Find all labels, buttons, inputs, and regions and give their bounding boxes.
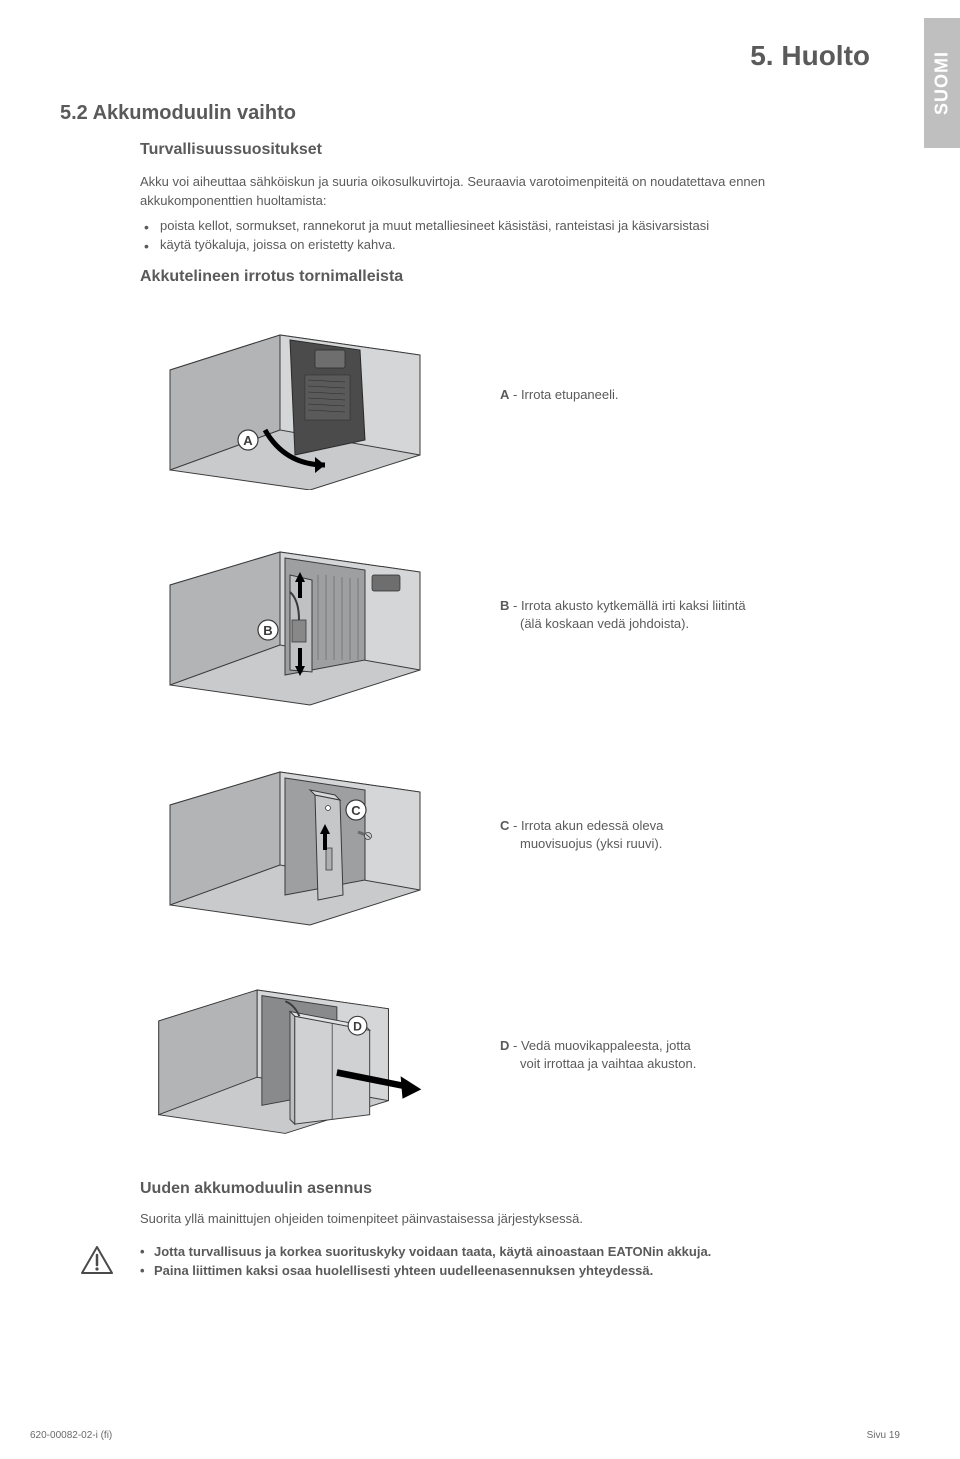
safety-bullets: poista kellot, sormukset, rannekorut ja … [140,217,860,255]
page-number: Sivu 19 [867,1430,900,1441]
step-a: A A - Irrota etupaneeli. [140,300,860,490]
caption-c: C - Irrota akun edessä oleva muovisuojus… [500,817,663,853]
caption-d: D - Vedä muovikappaleesta, jotta voit ir… [500,1037,696,1073]
step-letter: B [500,598,509,613]
ups-illustration-a: A [140,300,440,490]
page-content: 5. Huolto 5.2 Akkumoduulin vaihto Turval… [0,0,960,1459]
safety-intro: Akku voi aiheuttaa sähköiskun ja suuria … [140,173,860,211]
install-section: Uuden akkumoduulin asennus Suorita yllä … [140,1180,860,1281]
diagram-c: C [140,740,440,930]
step-text-2: (älä koskaan vedä johdoista). [500,615,746,633]
section-title: 5.2 Akkumoduulin vaihto [60,102,900,125]
svg-text:D: D [353,1020,362,1034]
page-footer: 620-00082-02-i (fi) Sivu 19 [30,1430,900,1441]
svg-text:A: A [243,433,253,448]
diagram-b: B [140,520,440,710]
caption-a: A - Irrota etupaneeli. [500,386,619,404]
ups-illustration-c: C [140,740,440,930]
safety-title: Turvallisuussuositukset [140,141,860,159]
diagram-d: D [140,960,440,1150]
step-b: B B - Irrota akusto kytkemällä irti kaks… [140,520,860,710]
warning-bullets: Jotta turvallisuus ja korkea suorituskyk… [140,1243,711,1281]
warning-row: Jotta turvallisuus ja korkea suorituskyk… [80,1243,860,1281]
ups-illustration-b: B [140,520,440,710]
chapter-title: 5. Huolto [60,40,870,72]
step-d: D D - Vedä muovikappaleesta, jotta voit … [140,960,860,1150]
step-text-2: muovisuojus (yksi ruuvi). [500,835,663,853]
step-text: - Irrota akun edessä oleva [509,818,663,833]
step-letter: A [500,387,509,402]
step-letter: D [500,1038,509,1053]
warning-bullet: Jotta turvallisuus ja korkea suorituskyk… [140,1243,711,1262]
step-text: - Irrota etupaneeli. [509,387,618,402]
ups-illustration-d: D [140,960,440,1148]
install-title: Uuden akkumoduulin asennus [140,1180,860,1198]
warning-icon [80,1245,114,1275]
warning-bullet: Paina liittimen kaksi osaa huolellisesti… [140,1262,711,1281]
caption-b: B - Irrota akusto kytkemällä irti kaksi … [500,597,746,633]
install-intro: Suorita yllä mainittujen ohjeiden toimen… [140,1210,860,1229]
doc-number: 620-00082-02-i (fi) [30,1430,112,1441]
diagram-a: A [140,300,440,490]
step-text: - Irrota akusto kytkemällä irti kaksi li… [509,598,745,613]
safety-bullet: käytä työkaluja, joissa on eristetty kah… [140,236,860,255]
svg-text:C: C [351,803,361,818]
safety-bullet: poista kellot, sormukset, rannekorut ja … [140,217,860,236]
step-text: - Vedä muovikappaleesta, jotta [509,1038,690,1053]
step-c: C C - Irrota akun edessä oleva muovisuoj… [140,740,860,930]
svg-text:B: B [263,623,272,638]
removal-title: Akkutelineen irrotus tornimalleista [140,268,860,286]
step-text-2: voit irrottaa ja vaihtaa akuston. [500,1055,696,1073]
step-letter: C [500,818,509,833]
